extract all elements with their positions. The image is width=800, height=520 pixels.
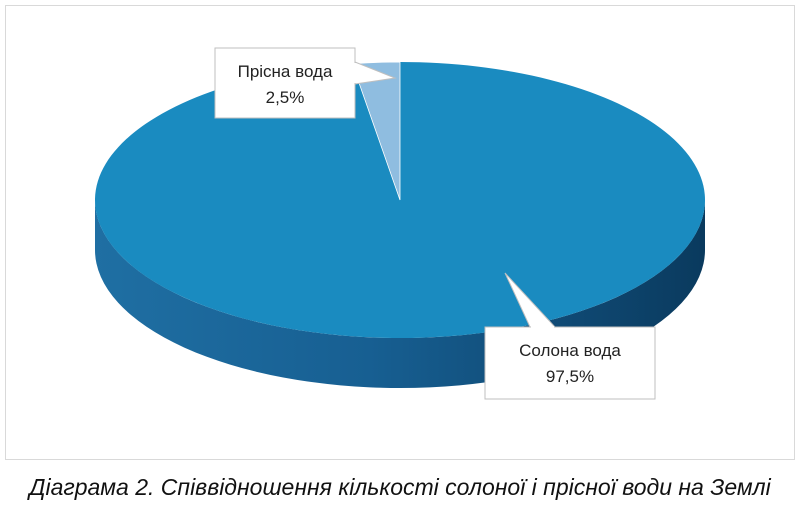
data-label-value: 97,5% <box>546 367 594 386</box>
data-label-name: Прісна вода <box>238 62 333 81</box>
data-label-name: Солона вода <box>519 341 621 360</box>
pie-chart: Прісна вода 2,5% Солона вода 97,5% <box>94 47 705 400</box>
data-label-value: 2,5% <box>266 88 305 107</box>
chart-caption: Діаграма 2. Співвідношення кількості сол… <box>29 474 771 500</box>
data-label-fresh-water: Прісна вода 2,5% <box>214 47 397 119</box>
data-label-salt-water: Солона вода 97,5% <box>484 272 656 400</box>
